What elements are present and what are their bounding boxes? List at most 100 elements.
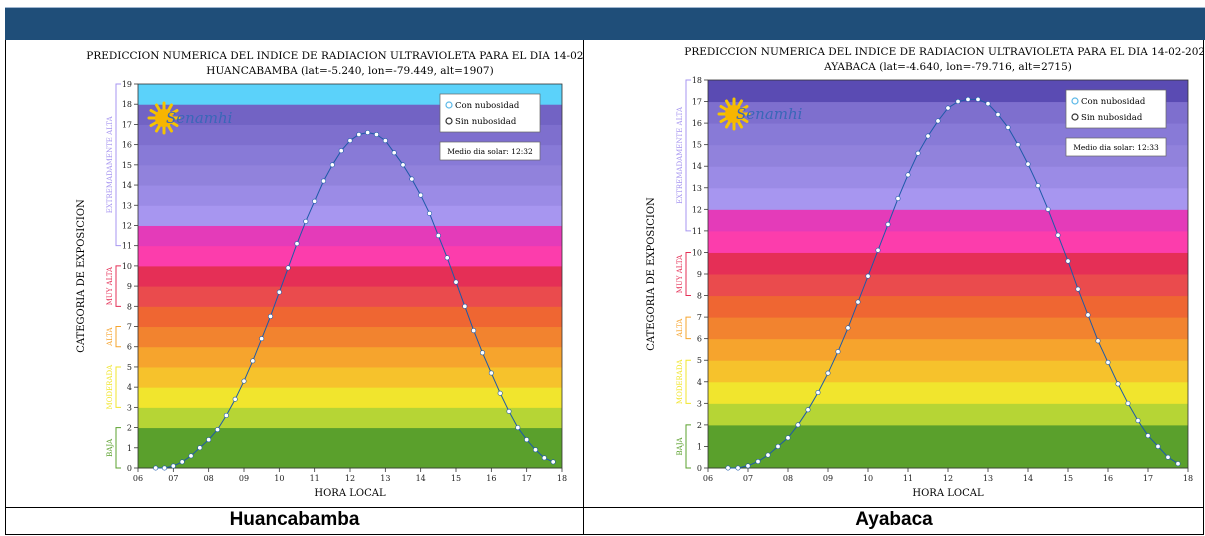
data-point bbox=[162, 465, 168, 471]
legend-label-con-nubosidad: Con nubosidad bbox=[1081, 97, 1146, 107]
data-point bbox=[795, 422, 801, 428]
category-bracket bbox=[115, 83, 121, 247]
caption-huancabamba: Huancabamba bbox=[229, 509, 360, 530]
data-point bbox=[541, 455, 547, 461]
uv-band bbox=[138, 407, 562, 429]
data-point bbox=[259, 336, 265, 342]
caption-divider bbox=[5, 507, 1204, 508]
uv-band bbox=[708, 187, 1188, 210]
y-tick-label: 2 bbox=[127, 424, 132, 433]
x-tick-label: 18 bbox=[1183, 474, 1193, 483]
y-tick-label: 5 bbox=[127, 363, 132, 372]
y-tick-label: 12 bbox=[122, 221, 132, 230]
category-label: MODERADA bbox=[106, 364, 114, 410]
uv-band bbox=[138, 306, 562, 328]
sun-disc bbox=[725, 105, 743, 123]
data-point bbox=[845, 325, 851, 331]
category-bracket bbox=[685, 251, 691, 297]
data-point bbox=[153, 465, 159, 471]
y-tick-label: 12 bbox=[692, 205, 702, 214]
chart-legend: Con nubosidad Sin nubosidad Medio dia sola… bbox=[439, 93, 541, 161]
uv-band bbox=[708, 424, 1188, 447]
data-point bbox=[479, 350, 485, 356]
solar-noon-box bbox=[439, 141, 541, 161]
data-point bbox=[303, 218, 309, 224]
data-point bbox=[241, 378, 247, 384]
x-tick-label: 14 bbox=[1023, 474, 1033, 483]
data-point bbox=[775, 443, 781, 449]
data-point bbox=[223, 412, 229, 418]
sun-ray bbox=[719, 116, 729, 123]
category-bracket bbox=[115, 427, 121, 469]
y-tick-label: 10 bbox=[122, 262, 132, 271]
legend-marker-sin-nubosidad bbox=[445, 117, 453, 125]
chart-panel-ayabaca: PREDICCION NUMERICA DEL INDICE DE RADIAC… bbox=[584, 41, 1204, 507]
y-tick-label: 8 bbox=[697, 292, 702, 301]
legend-label-sin-nubosidad: Sin nubosidad bbox=[1081, 113, 1143, 123]
data-point bbox=[785, 435, 791, 441]
category-bracket bbox=[685, 359, 691, 404]
uv-band bbox=[138, 205, 562, 226]
category-bracket bbox=[685, 316, 691, 340]
sun-ray bbox=[736, 99, 743, 109]
x-tick-label: 10 bbox=[274, 474, 284, 483]
x-tick-label: 06 bbox=[133, 474, 143, 483]
sun-ray bbox=[155, 123, 162, 133]
y-tick-label: 15 bbox=[122, 161, 132, 170]
legend-marker-sin-nubosidad bbox=[1071, 113, 1079, 121]
table-frame bbox=[5, 40, 1204, 535]
sun-ray bbox=[149, 109, 159, 116]
legend-label-con-nubosidad: Con nubosidad bbox=[455, 101, 520, 111]
sun-ray bbox=[166, 103, 173, 113]
sun-ray bbox=[739, 105, 749, 112]
logo-text: Senamhi bbox=[166, 109, 233, 127]
data-point bbox=[418, 192, 424, 198]
sun-disc bbox=[155, 109, 173, 127]
x-tick-label: 12 bbox=[345, 474, 355, 483]
y-tick-label: 17 bbox=[692, 98, 702, 107]
category-label: BAJA bbox=[106, 438, 114, 457]
uv-band bbox=[138, 447, 562, 469]
uv-band bbox=[708, 166, 1188, 189]
chart-panel-huancabamba: PREDICCION NUMERICA DEL INDICE DE RADIAC… bbox=[6, 41, 583, 507]
data-point bbox=[1155, 443, 1161, 449]
y-tick-label: 1 bbox=[127, 444, 132, 453]
data-point bbox=[895, 196, 901, 202]
data-point bbox=[745, 463, 751, 469]
y-tick-label: 8 bbox=[127, 302, 132, 311]
data-point bbox=[462, 303, 468, 309]
data-point bbox=[382, 138, 388, 144]
y-tick-label: 15 bbox=[692, 141, 702, 150]
chart-subtitle: HUANCABAMBA (lat=-5.240, lon=-79.449, al… bbox=[206, 65, 493, 77]
data-point bbox=[391, 150, 397, 156]
data-point bbox=[250, 358, 256, 364]
y-tick-label: 11 bbox=[692, 227, 702, 236]
data-point bbox=[995, 111, 1001, 117]
y-tick-label: 3 bbox=[697, 399, 702, 408]
data-point bbox=[835, 349, 841, 355]
x-tick-label: 15 bbox=[1063, 474, 1073, 483]
data-point bbox=[965, 96, 971, 102]
category-label: MODERADA bbox=[676, 359, 684, 405]
data-point bbox=[805, 407, 811, 413]
uv-band bbox=[708, 295, 1188, 318]
data-point bbox=[915, 150, 921, 156]
sun-ray bbox=[169, 120, 179, 127]
solar-noon-label: Medio dia solar: 12:32 bbox=[447, 147, 533, 156]
data-point bbox=[825, 370, 831, 376]
data-point bbox=[1115, 381, 1121, 387]
data-point bbox=[955, 99, 961, 105]
y-tick-label: 0 bbox=[697, 464, 702, 473]
y-tick-label: 14 bbox=[692, 162, 702, 171]
data-point bbox=[855, 299, 861, 305]
legend-marker-con-nubosidad bbox=[1071, 97, 1079, 105]
data-point bbox=[197, 445, 203, 451]
x-tick-label: 11 bbox=[310, 474, 320, 483]
data-point bbox=[1005, 124, 1011, 130]
y-tick-label: 13 bbox=[692, 184, 702, 193]
category-bracket bbox=[685, 424, 691, 469]
caption-ayabaca: Ayabaca bbox=[855, 509, 933, 530]
data-point bbox=[471, 328, 477, 334]
y-tick-label: 1 bbox=[697, 442, 702, 451]
legend-box bbox=[1065, 89, 1167, 129]
